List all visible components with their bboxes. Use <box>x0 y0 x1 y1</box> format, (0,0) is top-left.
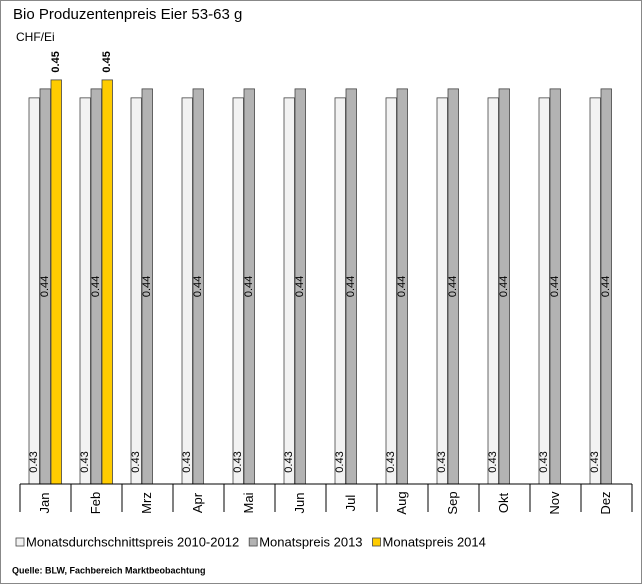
data-label: 0.44 <box>294 276 306 297</box>
y-axis-label: CHF/Ei <box>16 30 55 44</box>
data-label: 0.43 <box>79 451 91 472</box>
bar <box>232 97 244 485</box>
legend-label: Monatspreis 2013 <box>259 534 362 549</box>
source: Quelle: BLW, Fachbereich Marktbeobachtun… <box>12 565 206 575</box>
bar <box>487 97 499 485</box>
data-label: 0.43 <box>28 451 40 472</box>
legend-swatch <box>372 537 381 547</box>
bar <box>334 97 346 485</box>
x-tick-label: Jun <box>292 493 307 514</box>
data-label: 0.43 <box>589 451 601 472</box>
data-label: 0.44 <box>243 276 255 297</box>
bar <box>538 97 550 485</box>
chart-title: Bio Produzentenpreis Eier 53-63 g <box>13 6 242 23</box>
legend-label: Monatsdurchschnittspreis 2010-2012 <box>26 534 239 549</box>
x-tick-label: Jul <box>343 495 358 512</box>
x-tick-label: Mrz <box>139 492 154 514</box>
data-label: 0.44 <box>141 276 153 297</box>
x-tick-label: Feb <box>88 492 103 514</box>
bar <box>181 97 193 485</box>
data-label: 0.44 <box>498 276 510 297</box>
data-label: 0.43 <box>334 451 346 472</box>
legend-swatch <box>15 537 25 547</box>
data-label: 0.44 <box>192 276 204 297</box>
data-label: 0.44 <box>396 276 408 297</box>
bar <box>283 97 295 485</box>
data-label: 0.45 <box>50 51 62 72</box>
data-label: 0.44 <box>39 276 51 297</box>
x-tick-label: Aug <box>394 491 409 514</box>
data-label: 0.43 <box>385 451 397 472</box>
bar <box>28 97 40 485</box>
data-label: 0.43 <box>283 451 295 472</box>
x-tick-label: Mai <box>241 492 256 513</box>
legend-swatch <box>248 537 258 547</box>
x-tick-label: Jan <box>37 493 52 514</box>
x-tick-label: Nov <box>547 491 562 515</box>
data-label: 0.43 <box>538 451 550 472</box>
bar <box>385 97 397 485</box>
x-tick-label: Okt <box>496 493 511 514</box>
data-label: 0.43 <box>232 451 244 472</box>
data-label: 0.44 <box>90 276 102 297</box>
x-tick-label: Dez <box>598 491 613 514</box>
bar <box>130 97 142 485</box>
data-label: 0.43 <box>181 451 193 472</box>
data-label: 0.44 <box>549 276 561 297</box>
legend-label: Monatspreis 2014 <box>383 534 486 549</box>
bar <box>101 79 113 485</box>
bar <box>436 97 448 485</box>
data-label: 0.43 <box>130 451 142 472</box>
x-tick-label: Sep <box>445 491 460 514</box>
data-label: 0.43 <box>487 451 499 472</box>
data-label: 0.45 <box>101 51 113 72</box>
data-label: 0.44 <box>345 276 357 297</box>
x-tick-label: Apr <box>190 492 205 513</box>
data-label: 0.44 <box>447 276 459 297</box>
bar <box>50 79 62 485</box>
bar <box>79 97 91 485</box>
bar <box>589 97 601 485</box>
data-label: 0.43 <box>436 451 448 472</box>
data-label: 0.44 <box>600 276 612 297</box>
